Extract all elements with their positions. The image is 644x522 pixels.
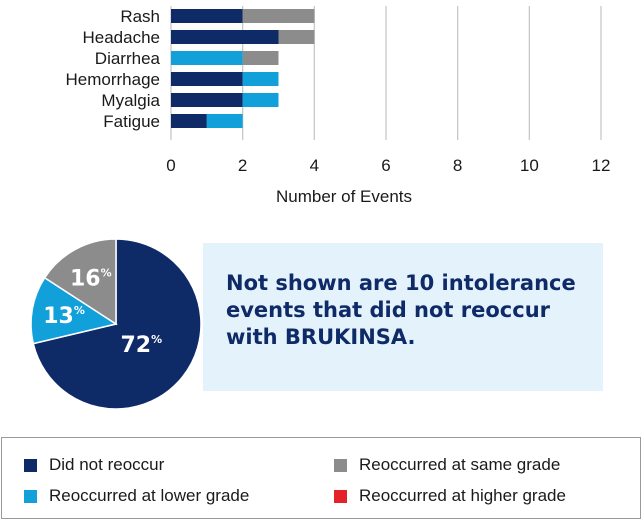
pie-slice (30, 276, 118, 345)
legend-label: Did not reoccur (49, 455, 165, 474)
bar-segment (242, 51, 279, 65)
category-label: Hemorrhage (66, 70, 161, 89)
legend-swatch (24, 489, 37, 503)
note-line: with BRUKINSA. (226, 325, 416, 349)
bar-segment (242, 9, 315, 23)
pie-unit: % (151, 333, 162, 346)
pie-slice (43, 238, 117, 326)
bar-segment (242, 93, 279, 107)
x-tick-label: 6 (381, 156, 390, 175)
pie-unit: % (101, 267, 112, 280)
bar-segment (171, 72, 243, 86)
legend-swatch (334, 489, 347, 503)
category-label: Headache (82, 28, 160, 47)
category-label: Diarrhea (95, 49, 161, 68)
x-axis-label: Number of Events (276, 187, 412, 206)
legend-item-same-grade: Reoccurred at same grade (334, 455, 560, 475)
legend-label: Reoccurred at higher grade (359, 486, 566, 505)
bar-segment (171, 9, 243, 23)
legend-swatch (24, 458, 37, 472)
legend-item-did-not-reoccur: Did not reoccur (24, 455, 164, 475)
legend-label: Reoccurred at same grade (359, 455, 561, 474)
x-tick-label: 12 (592, 156, 611, 175)
x-tick-label: 0 (166, 156, 175, 175)
bar-segment (242, 72, 279, 86)
x-tick-label: 8 (453, 156, 462, 175)
x-tick-label: 2 (238, 156, 247, 175)
note-line: Not shown are 10 intolerance (226, 271, 576, 295)
bar-segment (171, 114, 207, 128)
legend-item-higher-grade: Reoccurred at higher grade (334, 486, 566, 506)
bar-chart: 0 2 4 6 8 10 12 Rash Headache Diarrhea Hemorrhage M… (66, 6, 611, 206)
x-tick-label: 4 (310, 156, 319, 175)
category-label: Myalgia (101, 91, 160, 110)
category-label: Fatigue (103, 112, 160, 131)
pie-chart: 72%13%16% (30, 238, 202, 410)
note-box (203, 243, 603, 391)
bar-segment (171, 93, 243, 107)
category-label: Rash (120, 7, 160, 26)
bar-segment (278, 30, 315, 44)
pie-unit: % (74, 304, 85, 317)
note-line: events that did not reoccur (226, 298, 551, 322)
x-tick-label: 10 (520, 156, 539, 175)
legend-item-lower-grade: Reoccurred at lower grade (24, 486, 249, 506)
bar-segment (171, 51, 243, 65)
legend-swatch (334, 458, 347, 472)
bar-segment (171, 30, 279, 44)
legend: Did not reoccur Reoccurred at same grade… (1, 437, 641, 519)
note-text: Not shown are 10 intolerance events that… (226, 270, 596, 351)
legend-label: Reoccurred at lower grade (49, 486, 250, 505)
bar-segment (206, 114, 243, 128)
